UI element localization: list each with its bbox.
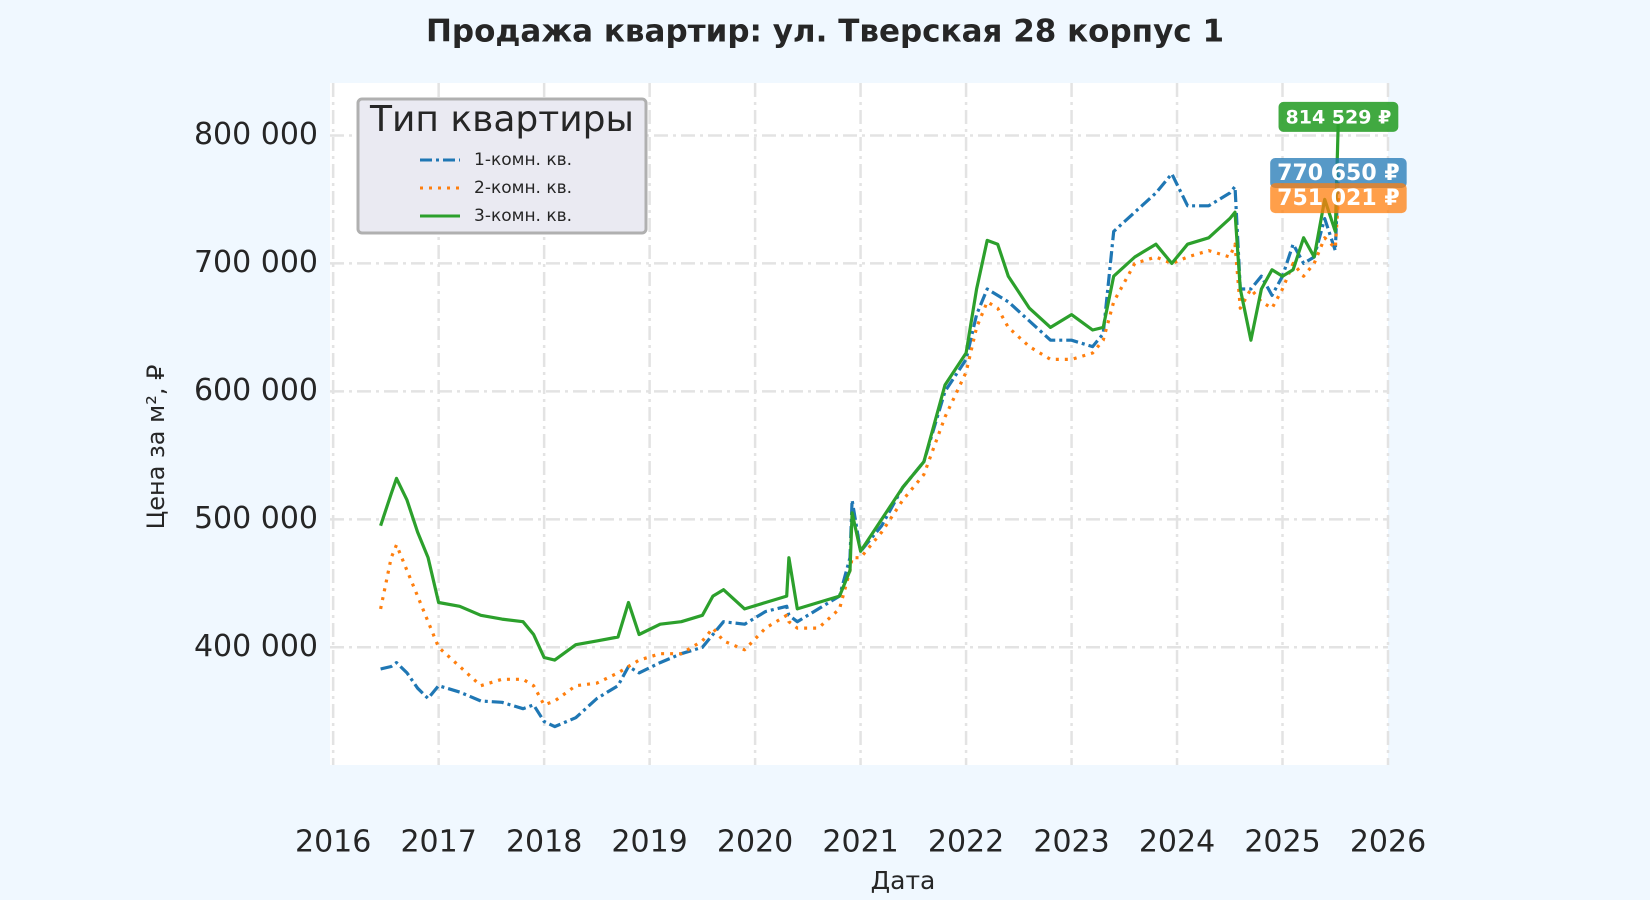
series-line [379,198,1340,707]
end-label: 814 529 ₽ [1278,101,1399,132]
end-label-text: 751 021 ₽ [1277,186,1399,211]
lines [379,116,1340,729]
y-tick-label: 400 000 [194,629,318,664]
y-tick-label: 800 000 [194,117,318,152]
y-tick-label: 500 000 [194,501,318,536]
end-label-box [1270,158,1407,189]
legend-title: Тип квартиры [369,99,634,140]
legend-label: 2-комн. кв. [474,178,572,198]
series-line [379,116,1340,662]
x-tick-label: 2024 [1139,825,1215,860]
x-tick-label: 2017 [400,825,476,860]
end-label-box [1270,183,1407,214]
x-tick-label: 2026 [1350,825,1426,860]
y-tick-label: 600 000 [194,373,318,408]
x-tick-label: 2023 [1033,825,1109,860]
end-label: 751 021 ₽ [1270,183,1407,214]
end-label-text: 814 529 ₽ [1286,106,1392,128]
x-tick-label: 2018 [506,825,582,860]
x-tick-label: 2019 [611,825,687,860]
legend-label: 1-комн. кв. [474,150,572,170]
x-tick-label: 2016 [295,825,371,860]
x-tick-label: 2022 [928,825,1004,860]
y-axis-label: Цена за м², ₽ [142,365,170,530]
x-tick-label: 2020 [717,825,793,860]
labels: 770 650 ₽751 021 ₽ 814 529 ₽ [1270,101,1407,214]
chart-title: Продажа квартир: ул. Тверская 28 корпус … [426,14,1224,50]
x-tick-label: 2025 [1244,825,1320,860]
legend: Тип квартиры 1-комн. кв. 2-комн. кв. 3-ком… [356,97,648,235]
legend-box [356,97,648,235]
x-axis-label: Дата [871,866,936,895]
end-label: 770 650 ₽ [1270,158,1407,189]
end-label-text: 770 650 ₽ [1277,161,1399,186]
x-tick-label: 2021 [822,825,898,860]
legend-label: 3-комн. кв. [474,206,572,226]
y-tick-label: 700 000 [194,245,318,280]
end-label-box [1278,101,1399,132]
